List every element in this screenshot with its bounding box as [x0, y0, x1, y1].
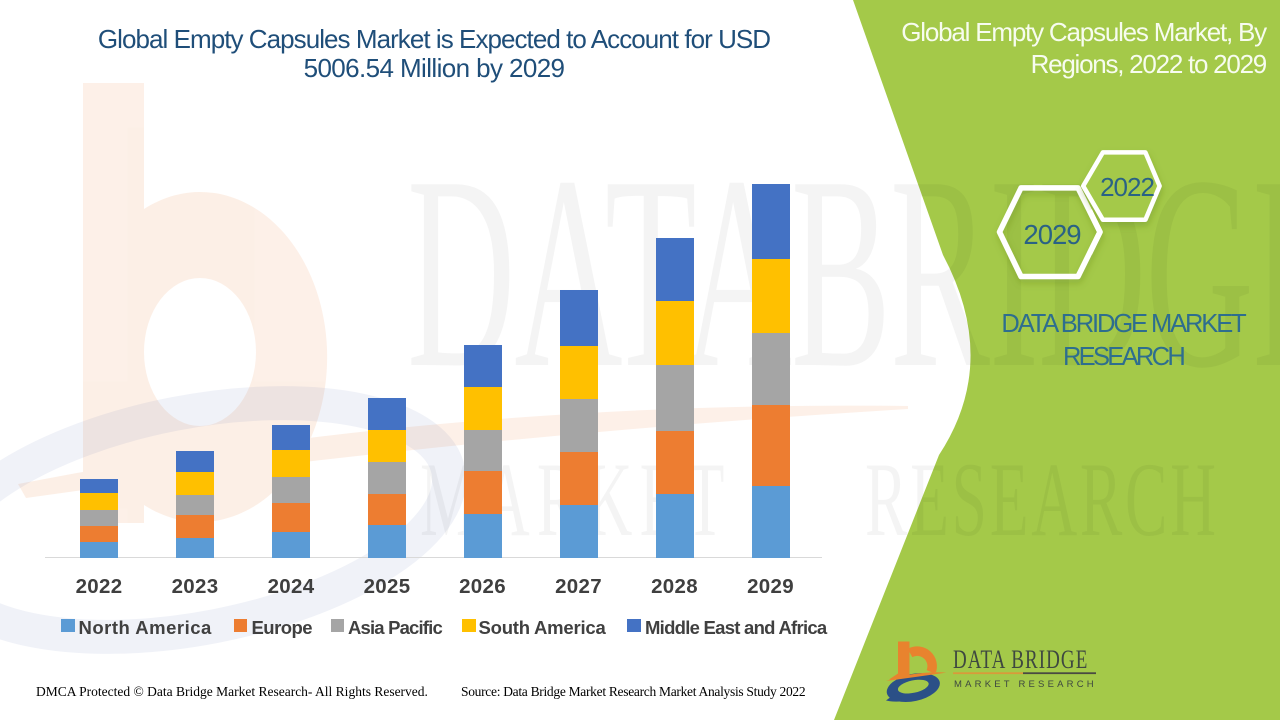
svg-text:MARKET RESEARCH: MARKET RESEARCH	[954, 679, 1097, 690]
svg-text:DATA BRIDGE: DATA BRIDGE	[953, 645, 1088, 674]
svg-text:RESEARCH: RESEARCH	[865, 440, 1219, 558]
